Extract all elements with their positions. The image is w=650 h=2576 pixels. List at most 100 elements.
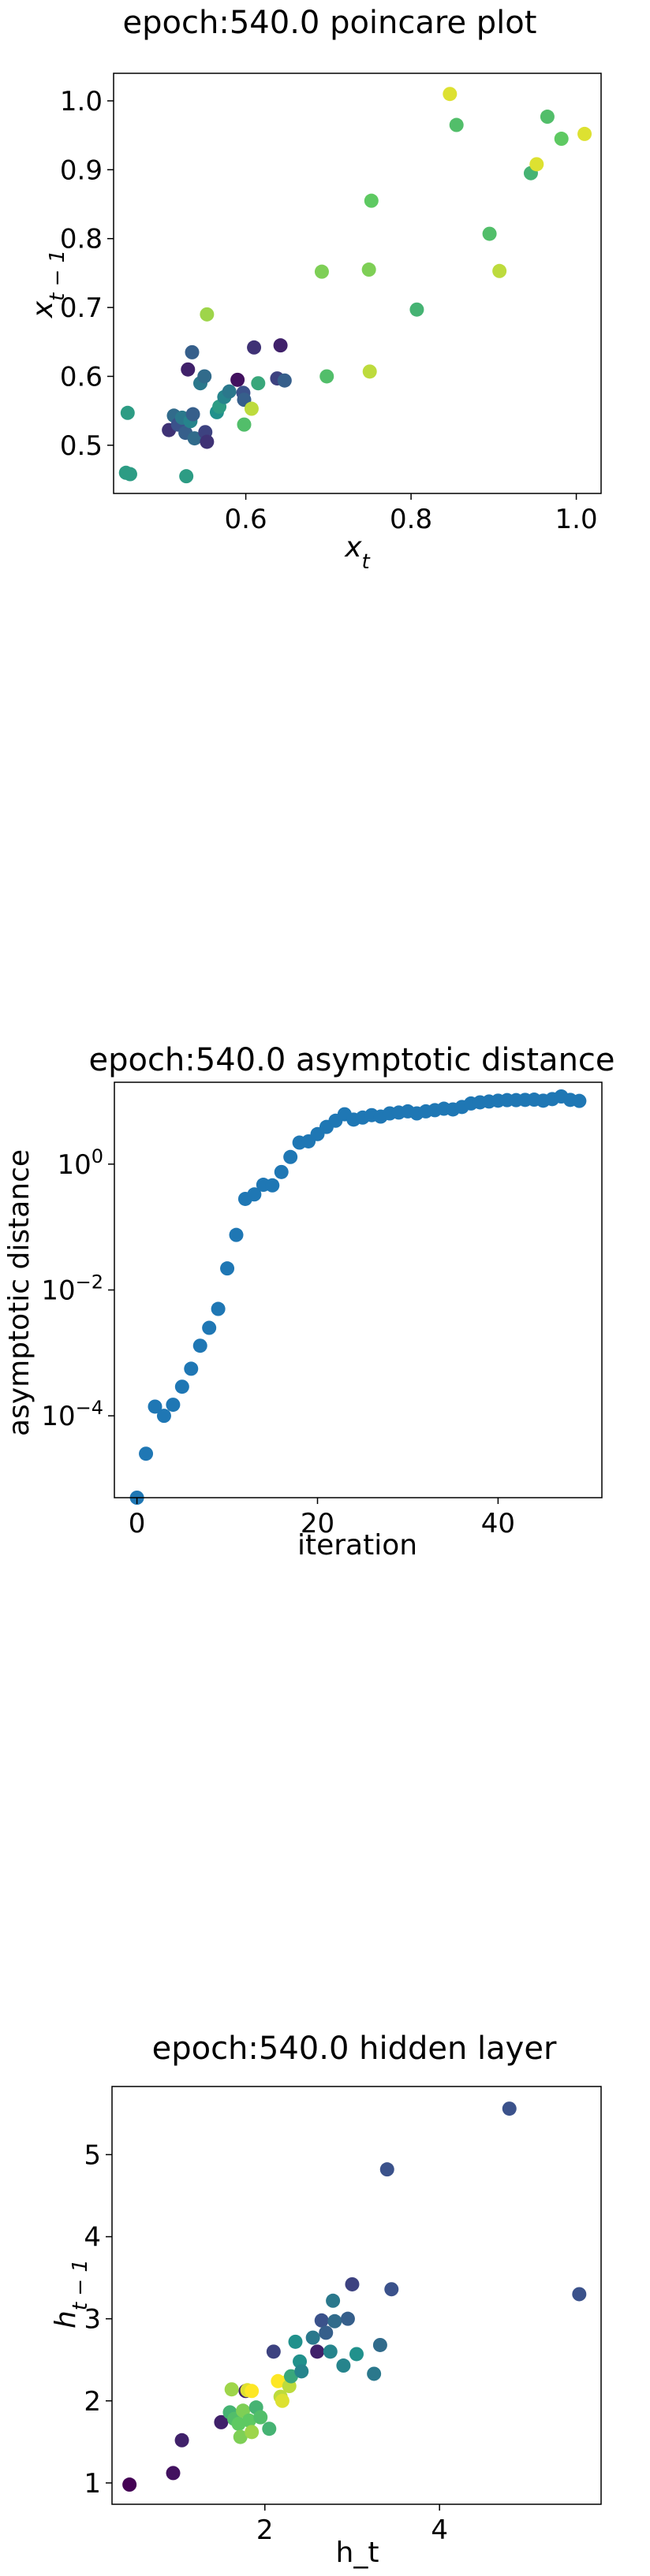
data-point	[122, 467, 137, 482]
data-point	[336, 2358, 351, 2373]
data-point	[156, 1409, 171, 1424]
poincare-plot-frame	[113, 73, 602, 494]
data-point	[247, 1187, 262, 1202]
data-point	[166, 1398, 181, 1413]
data-point	[230, 372, 245, 387]
y-tick-label: 0.5	[60, 430, 103, 462]
y-tick-label: 100	[57, 1145, 103, 1181]
data-point	[251, 376, 266, 391]
asymptotic-y-label: asymptotic distance	[3, 1149, 35, 1436]
data-point	[247, 340, 262, 355]
x-tick-label: 40	[481, 1508, 515, 1539]
data-point	[229, 1227, 244, 1242]
x-tick-label: 4	[431, 2515, 448, 2546]
data-point	[319, 369, 334, 384]
poincare-title: epoch:540.0 poincare plot	[123, 5, 537, 41]
data-point	[384, 2282, 399, 2297]
data-point	[120, 405, 135, 420]
data-point	[409, 302, 424, 317]
data-point	[265, 1178, 280, 1193]
data-point	[174, 1379, 189, 1394]
data-point	[262, 2422, 277, 2436]
data-point	[379, 2162, 394, 2177]
data-point	[288, 2334, 303, 2349]
data-point	[200, 307, 215, 322]
data-point	[274, 1164, 289, 1179]
data-point	[367, 2366, 382, 2381]
y-tick-label: 0.6	[60, 361, 103, 393]
x-tick-label: 0	[129, 1508, 146, 1539]
data-point	[233, 2429, 248, 2444]
y-tick-label: 1.0	[60, 86, 103, 117]
data-point	[275, 2393, 290, 2408]
data-point	[482, 226, 497, 241]
data-point	[349, 2347, 364, 2362]
data-point	[197, 369, 212, 384]
data-point	[181, 362, 196, 377]
data-point	[245, 2384, 260, 2399]
y-tick-label: 2	[84, 2386, 101, 2418]
data-point	[253, 2410, 268, 2425]
y-tick-label: 1	[84, 2468, 101, 2500]
data-point	[372, 2337, 387, 2352]
data-point	[443, 87, 458, 102]
hidden-layer-x-label: h_t	[336, 2537, 379, 2569]
poincare-chart: epoch:540.0 poincare plot 0.6 0.8 1.0 0.5 0…	[27, 5, 602, 574]
x-tick-label: 1.0	[555, 504, 598, 535]
poincare-points	[118, 87, 592, 484]
data-point	[361, 262, 376, 277]
data-point	[192, 1338, 207, 1353]
y-tick-label: 4	[84, 2222, 101, 2254]
data-point	[572, 2287, 587, 2302]
data-point	[305, 2330, 320, 2345]
y-tick-label: 0.9	[60, 154, 103, 186]
data-point	[185, 344, 200, 359]
data-point	[122, 2477, 137, 2492]
poincare-x-ticks: 0.6 0.8 1.0	[225, 493, 598, 535]
data-point	[529, 157, 544, 172]
x-tick-label: 0.8	[390, 504, 432, 535]
data-point	[185, 407, 200, 422]
data-point	[314, 2313, 329, 2328]
asymptotic-title: epoch:540.0 asymptotic distance	[88, 1042, 615, 1078]
asymptotic-chart: epoch:540.0 asymptotic distance 0 20 40 10…	[3, 1042, 615, 1562]
data-point	[314, 264, 329, 279]
data-point	[245, 2425, 260, 2440]
data-point	[572, 1093, 587, 1108]
data-point	[502, 2101, 517, 2116]
data-point	[224, 2382, 239, 2397]
data-point	[214, 2414, 229, 2429]
x-tick-label: 0.6	[225, 504, 267, 535]
data-point	[492, 263, 507, 278]
data-point	[187, 431, 202, 446]
data-point	[283, 1149, 298, 1164]
data-point	[364, 193, 379, 208]
data-point	[179, 469, 194, 484]
data-point	[148, 1399, 162, 1414]
asymptotic-x-label: iteration	[297, 1529, 417, 1562]
poincare-x-label: xt	[344, 531, 370, 574]
x-tick-label: 20	[301, 1508, 334, 1539]
y-tick-label: 3	[84, 2304, 101, 2336]
hidden-layer-plot-frame	[111, 2086, 602, 2505]
y-tick-label: 10−4	[41, 1397, 103, 1432]
data-point	[202, 1320, 217, 1335]
data-point	[222, 384, 237, 399]
asymptotic-plot-frame	[114, 1081, 603, 1498]
data-point	[200, 434, 215, 449]
data-point	[577, 126, 592, 141]
data-point	[327, 2314, 342, 2328]
data-point	[277, 373, 292, 388]
x-tick-label: 2	[256, 2515, 274, 2546]
data-point	[323, 2344, 338, 2359]
data-point	[241, 2413, 256, 2428]
data-point	[345, 2276, 360, 2291]
data-point	[211, 1301, 226, 1316]
asymptotic-x-ticks: 0 20 40	[129, 1498, 515, 1539]
asymptotic-y-ticks: 10−4 10−2 100	[41, 1145, 114, 1432]
data-point	[244, 401, 259, 416]
data-point	[220, 1261, 235, 1276]
data-point	[554, 132, 569, 147]
